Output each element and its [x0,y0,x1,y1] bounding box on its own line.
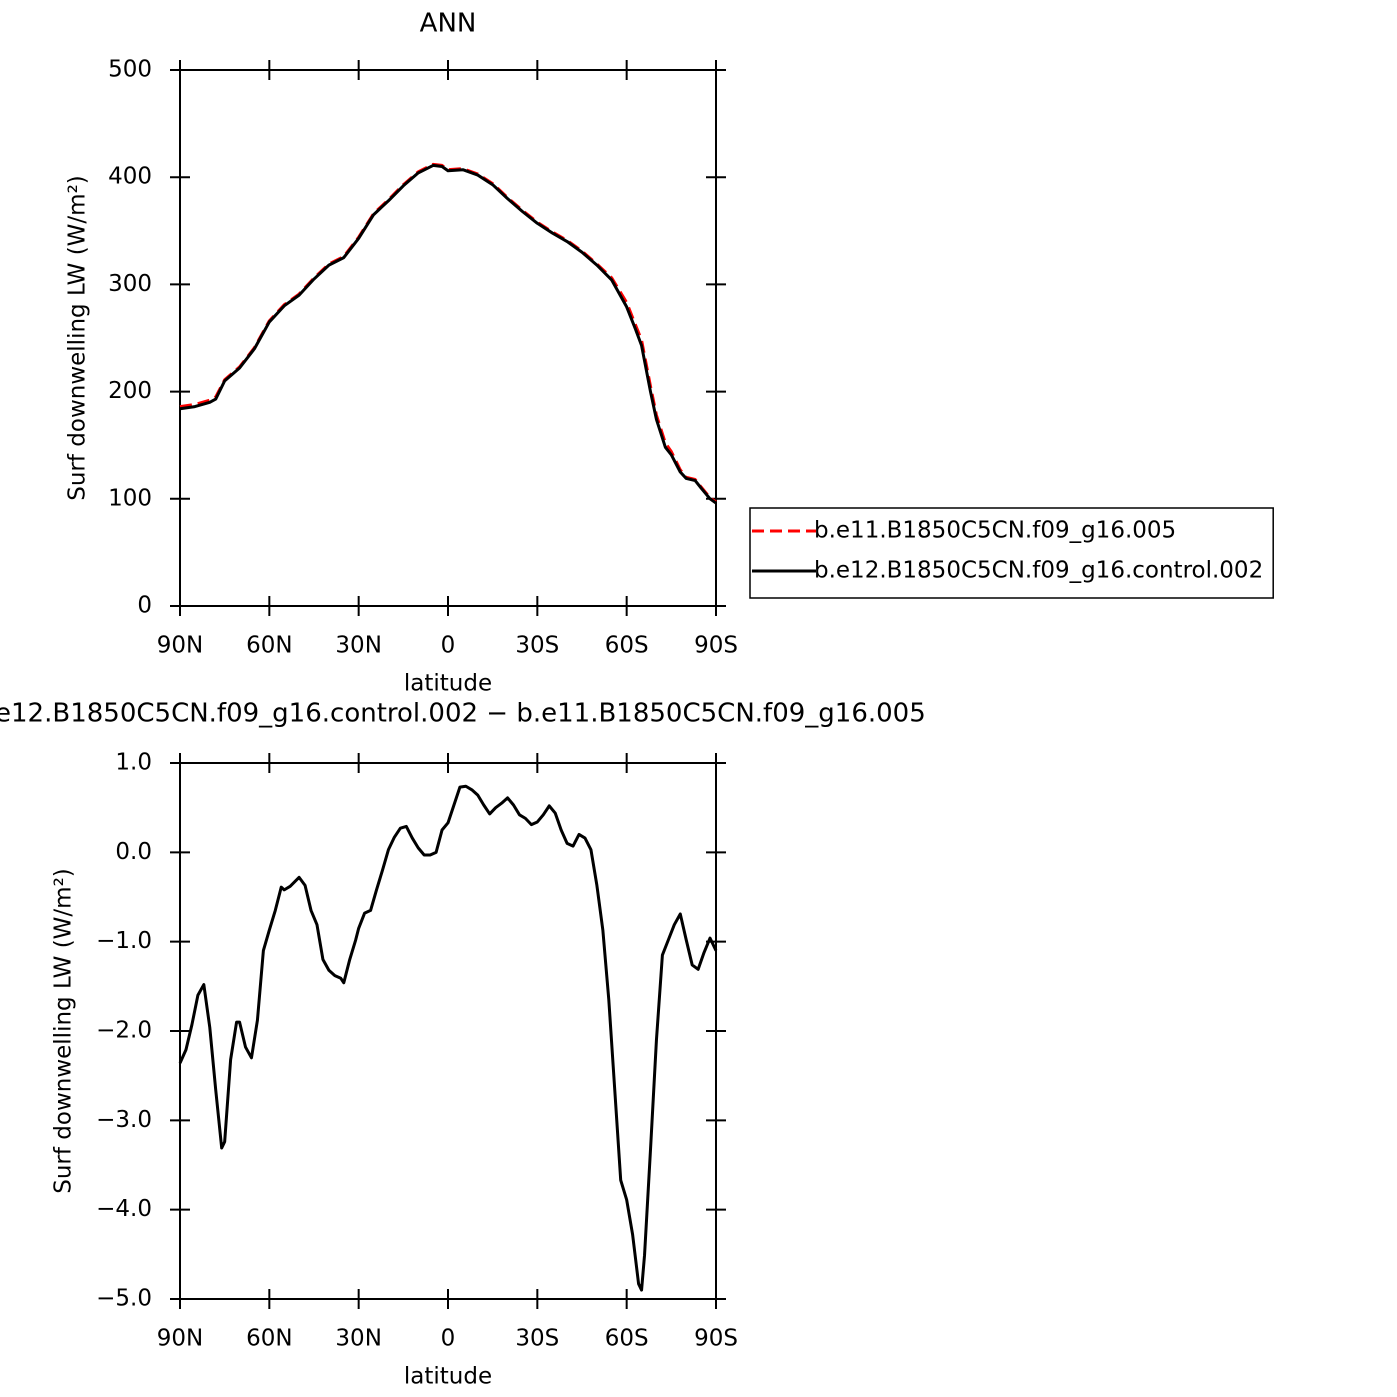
x-tick-label: 60N [246,633,292,659]
x-tick-label: 0 [441,633,456,659]
x-tick-label: 90N [157,633,203,659]
y-tick-label: 500 [108,57,152,83]
y-tick-label: 400 [108,164,152,190]
x-tick-label: 30N [335,633,381,659]
x-tick-label: 30S [515,633,559,659]
legend-box [749,507,1274,599]
legend-label: b.e11.B1850C5CN.f09_g16.005 [814,518,1176,544]
legend: b.e11.B1850C5CN.f09_g16.005 b.e12.B1850C5… [749,507,1274,599]
y-tick-label: 100 [108,485,152,511]
y-tick-label: −3.0 [96,1107,152,1133]
plot-frame [179,69,717,607]
chart-title: ANN [420,9,477,39]
x-tick-label: 90S [694,633,738,659]
x-tick-label: 30N [335,1326,381,1352]
y-tick-label: 0 [137,593,152,619]
y-tick-label: 300 [108,271,152,297]
y-tick-label: −5.0 [96,1286,152,1312]
x-tick-label: 0 [441,1326,456,1352]
chart-title: b.e12.B1850C5CN.f09_g16.control.002 − b.… [0,699,926,729]
x-tick-label: 60N [246,1326,292,1352]
data-line [178,784,718,1292]
y-axis-label: Surf downwelling LW (W/m²) [51,868,77,1194]
y-axis-label: Surf downwelling LW (W/m²) [65,175,91,501]
x-axis-label: latitude [404,1364,492,1390]
x-tick-label: 90S [694,1326,738,1352]
y-tick-label: −4.0 [96,1196,152,1222]
y-tick-label: 0.0 [115,839,152,865]
y-tick-label: −2.0 [96,1018,152,1044]
plot-frame [179,762,717,1300]
x-tick-label: 90N [157,1326,203,1352]
legend-label: b.e12.B1850C5CN.f09_g16.control.002 [814,558,1263,584]
x-tick-label: 30S [515,1326,559,1352]
y-tick-label: 1.0 [115,750,152,776]
y-tick-label: 200 [108,378,152,404]
x-tick-label: 60S [605,633,649,659]
x-axis-label: latitude [404,671,492,697]
y-tick-label: −1.0 [96,928,152,954]
data-line [179,163,717,505]
x-tick-label: 60S [605,1326,649,1352]
